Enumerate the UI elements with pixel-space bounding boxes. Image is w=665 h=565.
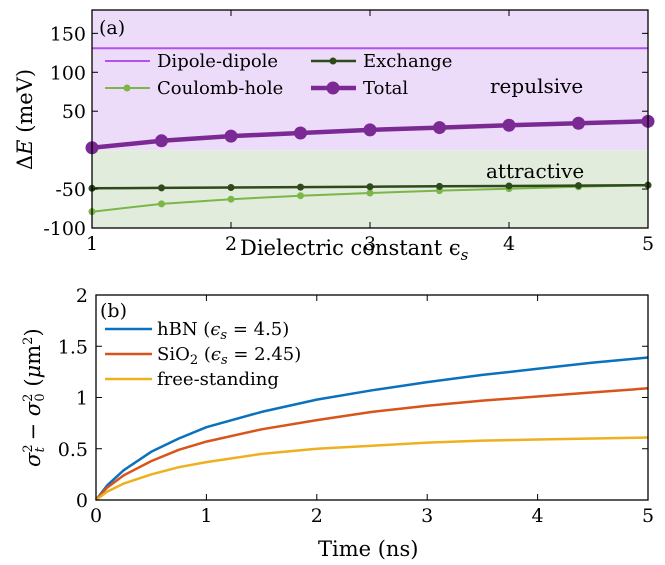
x-tick-label: 2 [311, 505, 323, 527]
y-tick-label: -100 [43, 218, 86, 240]
legend-sio2-sub: s [221, 353, 228, 368]
region-repulsive-label: repulsive [490, 74, 583, 98]
data-point-exchange [297, 183, 304, 191]
panel-b-ylabel: σ2t − σ20 (μm2) [21, 328, 48, 467]
data-point-total [363, 123, 377, 137]
data-point-exchange [227, 184, 235, 192]
panel-a-ylabel-delta: Δ [13, 155, 37, 170]
data-point-coulomb-hole [158, 200, 165, 208]
legend-sio2-var: ϵ [211, 344, 221, 365]
y-tick-label: 0.5 [58, 439, 88, 461]
panel-a-ylabel: ΔE (meV) [13, 69, 37, 170]
legend-sio2-mid: ( [198, 344, 211, 365]
data-point-exchange [366, 183, 374, 191]
data-point-coulomb-hole [297, 192, 304, 200]
panel-b: 0 1 2 3 4 5 0 0.5 1 1.5 2 (b) hBN (ϵs = 4.5) SiO2 … [21, 285, 654, 561]
y-tick-label: 2 [76, 285, 88, 307]
panel-b-ticks: 0 1 2 3 4 5 0 0.5 1 1.5 2 [58, 285, 654, 527]
legend-label-exchange: Exchange [363, 51, 452, 72]
series-line-free-standing [95, 436, 649, 502]
legend-label-hbn: hBN (ϵs = 4.5) [157, 319, 289, 343]
panel-b-label: (b) [100, 300, 127, 322]
legend-hbn-main: hBN ( [157, 319, 210, 340]
panel-a-series [85, 47, 655, 216]
panel-a-legend: Dipole-dipole Coulomb-hole Exchange Tota… [105, 51, 452, 99]
legend-sio2-sub2: 2 [190, 353, 198, 368]
x-tick-label: 3 [421, 505, 433, 527]
x-tick-label: 4 [503, 233, 515, 255]
y-tick-label: 0 [76, 490, 88, 512]
series-line-hbn-s-4-5 [95, 356, 649, 501]
panel-a-ticks: 1 2 3 4 5 -100 -50 50 100 150 [43, 10, 654, 255]
x-tick-label: 0 [90, 505, 102, 527]
legend-hbn-var: ϵ [210, 319, 220, 340]
series-line-sio2-s-2-45 [95, 387, 649, 501]
data-point-exchange [436, 182, 443, 190]
y-tick-label: 50 [62, 101, 86, 123]
data-point-total [155, 134, 168, 148]
y-tick-label: 150 [50, 23, 86, 45]
legend-marker-total [326, 81, 340, 95]
data-point-exchange [575, 182, 582, 190]
panel-a-xlabel-sub: s [461, 246, 469, 264]
legend-hbn-rest: = 4.5) [227, 319, 289, 340]
data-point-total [433, 121, 446, 135]
data-point-exchange [158, 184, 165, 192]
y-tick-label: 1 [76, 388, 88, 410]
panel-b-series [95, 356, 649, 502]
y-tick-label: 1.5 [58, 336, 88, 358]
x-tick-label: 2 [225, 233, 237, 255]
panel-a-ylabel-unit: (meV) [13, 69, 37, 140]
panel-a-xlabel: Dielectric constant ϵs [240, 236, 469, 264]
legend-label-free-standing: free-standing [157, 369, 279, 390]
legend-label-dipole-dipole: Dipole-dipole [157, 51, 278, 72]
legend-label-coulomb-hole: Coulomb-hole [157, 78, 283, 99]
x-tick-label: 4 [532, 505, 544, 527]
x-tick-label: 5 [642, 233, 654, 255]
data-point-total [224, 129, 238, 143]
region-attractive-label: attractive [486, 159, 584, 183]
data-point-total [572, 116, 585, 130]
data-point-coulomb-hole [227, 195, 235, 203]
legend-marker-exchange [329, 57, 337, 65]
panel-a-ylabel-var: E [13, 139, 37, 155]
panel-a-xlabel-main: Dielectric constant ϵ [240, 236, 461, 260]
legend-label-total: Total [363, 78, 408, 99]
legend-hbn-sub: s [220, 328, 227, 343]
panel-b-xlabel: Time (ns) [318, 537, 418, 561]
legend-sio2-main: SiO [157, 344, 190, 365]
legend-sio2-rest: = 2.45) [228, 344, 302, 365]
y-tick-label: 100 [50, 62, 86, 84]
data-point-total [502, 118, 516, 132]
x-tick-label: 1 [86, 233, 98, 255]
panel-b-legend: hBN (ϵs = 4.5) SiO2 (ϵs = 2.45) free-sta… [105, 319, 301, 390]
x-tick-label: 3 [364, 233, 376, 255]
x-tick-label: 1 [200, 505, 212, 527]
panel-a-label: (a) [99, 17, 125, 39]
legend-label-sio2: SiO2 (ϵs = 2.45) [157, 344, 301, 368]
panel-a: 1 2 3 4 5 -100 -50 50 100 150 (a) repulsive attra… [13, 9, 655, 264]
data-point-total [294, 126, 307, 140]
data-point-exchange [505, 182, 513, 190]
legend-marker-coulomb-hole [123, 84, 131, 92]
x-tick-label: 5 [642, 505, 654, 527]
y-tick-label: -50 [55, 179, 86, 201]
data-point-coulomb-hole [366, 189, 374, 197]
